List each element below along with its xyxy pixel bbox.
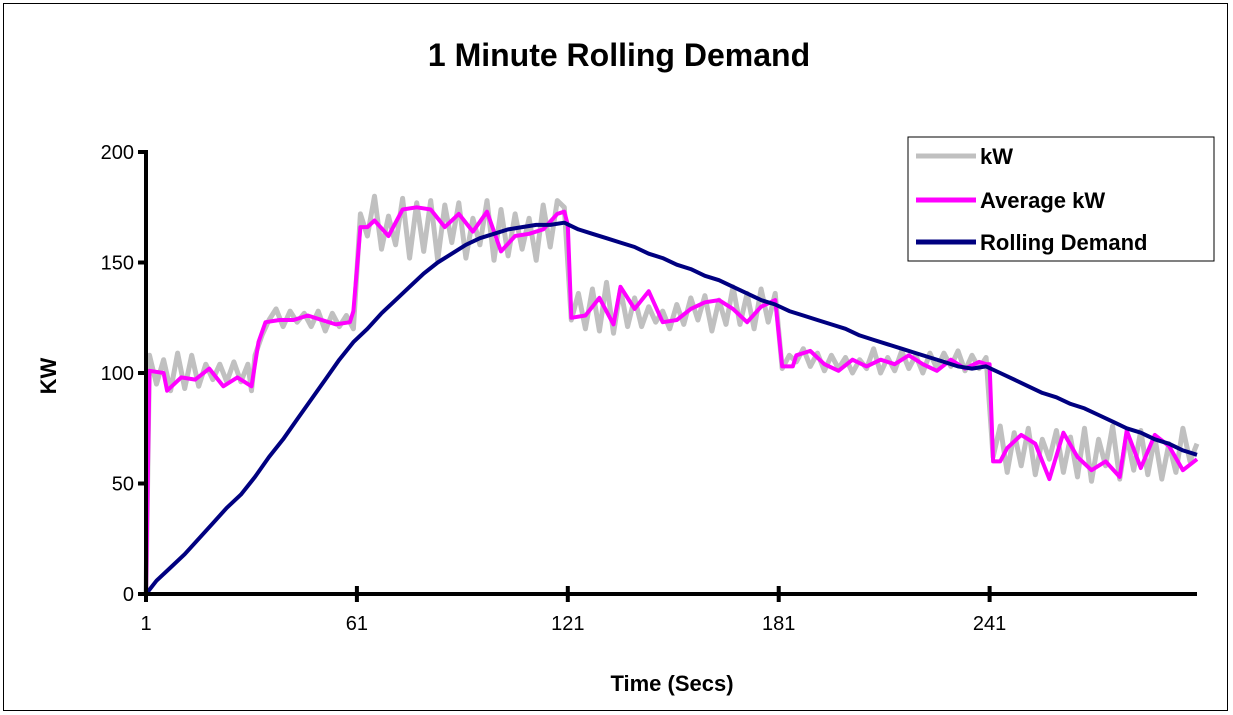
series-layer (143, 193, 1200, 596)
x-tick-label: 181 (762, 613, 795, 635)
x-tick-label: 1 (140, 613, 151, 635)
y-axis-title: KW (36, 357, 61, 394)
series-line-rolling-demand (144, 220, 1198, 596)
x-axis-title: Time (Secs) (610, 671, 733, 696)
axes-layer: 0 50 100 150 200 1 61 121 181 241 (101, 142, 1197, 635)
x-tick-label: 121 (551, 613, 584, 635)
x-tick-label: 241 (973, 613, 1006, 635)
y-tick-label: 100 (101, 363, 134, 385)
y-tick-label: 200 (101, 142, 134, 164)
line-chart: 1 Minute Rolling Demand 0 50 100 150 200 1 61 1… (36, 37, 1215, 696)
legend-label-average-kw: Average kW (980, 188, 1105, 213)
y-tick-label: 0 (123, 584, 134, 606)
legend-label-rolling-demand: Rolling Demand (980, 230, 1147, 255)
chart-area: 1 Minute Rolling Demand 0 50 100 150 200 1 61 1… (3, 3, 1228, 711)
series-line-average-kw (144, 205, 1199, 595)
y-tick-label: 150 (101, 253, 134, 275)
chart-title: 1 Minute Rolling Demand (428, 37, 810, 73)
legend-label-kw: kW (980, 144, 1013, 169)
legend: kW Average kW Rolling Demand (907, 136, 1215, 262)
y-tick-label: 50 (112, 474, 134, 496)
x-tick-label: 61 (346, 613, 368, 635)
